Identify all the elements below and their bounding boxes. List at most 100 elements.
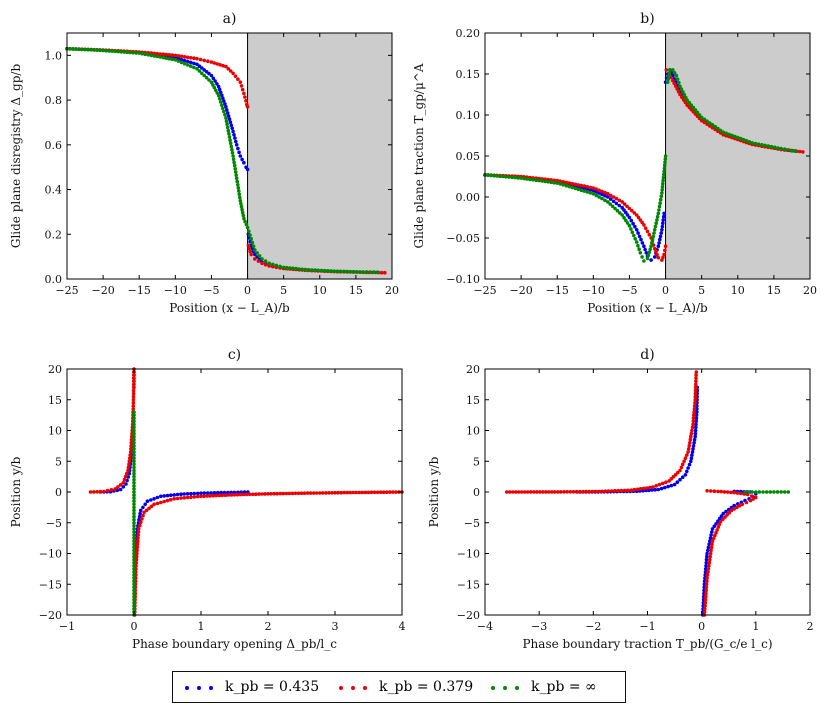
data-point xyxy=(671,68,675,72)
data-point xyxy=(206,59,210,63)
data-point xyxy=(768,490,773,494)
data-point xyxy=(231,129,235,134)
data-point xyxy=(132,428,136,433)
data-point xyxy=(687,444,691,448)
data-point xyxy=(136,530,141,534)
data-point xyxy=(92,48,96,52)
data-point xyxy=(125,50,129,54)
data-point xyxy=(275,491,279,496)
data-point xyxy=(253,257,257,261)
data-point xyxy=(613,489,617,493)
data-point xyxy=(131,404,136,408)
data-point xyxy=(661,255,665,260)
data-point xyxy=(603,193,607,198)
y-tick-label: 0.10 xyxy=(456,109,481,122)
data-point xyxy=(653,488,657,492)
data-point xyxy=(597,188,601,193)
data-point xyxy=(744,500,749,505)
data-point xyxy=(682,92,687,97)
data-point xyxy=(128,450,133,454)
data-point xyxy=(238,492,243,497)
data-point xyxy=(735,505,739,510)
x-tick-label: 3 xyxy=(332,620,339,633)
data-point xyxy=(709,548,713,553)
data-point xyxy=(600,489,604,494)
data-point xyxy=(223,493,228,498)
data-point xyxy=(779,490,783,494)
data-point xyxy=(594,193,598,198)
data-point xyxy=(223,102,227,106)
data-point xyxy=(132,548,136,553)
data-point xyxy=(169,497,173,502)
data-point xyxy=(132,481,136,485)
data-point xyxy=(638,251,643,255)
data-point xyxy=(198,57,203,62)
data-point xyxy=(164,56,169,60)
data-point xyxy=(721,132,726,137)
data-point xyxy=(706,567,711,571)
data-point xyxy=(132,524,136,528)
data-point xyxy=(132,582,136,587)
data-point xyxy=(704,582,709,587)
data-point xyxy=(127,471,132,476)
data-point xyxy=(226,128,231,133)
y-tick-label: 0.15 xyxy=(456,68,481,81)
data-point xyxy=(240,207,244,212)
data-point xyxy=(729,490,733,495)
data-point xyxy=(703,600,708,605)
data-point xyxy=(132,560,136,565)
data-point xyxy=(247,492,252,497)
data-point xyxy=(688,441,692,445)
data-point xyxy=(579,183,584,188)
legend-marker-green xyxy=(515,686,519,690)
data-point xyxy=(663,248,667,253)
data-point xyxy=(132,588,136,593)
data-point xyxy=(238,154,243,158)
data-point xyxy=(241,492,246,497)
data-point xyxy=(267,264,272,268)
data-point xyxy=(141,505,145,510)
data-point xyxy=(113,487,117,491)
data-point xyxy=(764,490,769,494)
x-tick-label: 2 xyxy=(265,620,272,633)
data-point xyxy=(140,517,144,521)
data-point xyxy=(119,50,123,54)
data-point xyxy=(753,141,758,146)
data-point xyxy=(132,413,136,417)
data-point xyxy=(136,536,140,540)
data-point xyxy=(652,228,657,232)
data-point xyxy=(680,95,684,99)
data-point xyxy=(197,69,202,73)
data-point xyxy=(221,63,225,68)
data-point xyxy=(703,597,708,602)
plot-frame xyxy=(66,32,393,280)
data-point xyxy=(687,100,692,105)
data-point xyxy=(383,270,387,275)
data-point xyxy=(230,147,234,152)
data-point xyxy=(225,108,229,112)
data-point xyxy=(132,527,136,531)
data-point xyxy=(357,490,362,495)
data-point xyxy=(689,459,693,464)
data-point xyxy=(202,491,207,495)
data-point xyxy=(673,84,678,88)
y-tick-label: 0.4 xyxy=(45,184,63,197)
data-point xyxy=(134,557,139,562)
data-point xyxy=(287,491,292,496)
data-point xyxy=(313,268,317,272)
data-point xyxy=(738,136,743,141)
data-point xyxy=(685,469,689,474)
data-point xyxy=(661,175,666,180)
data-point xyxy=(594,187,598,191)
data-point xyxy=(185,55,190,60)
data-point xyxy=(240,87,245,92)
data-point xyxy=(138,508,143,513)
data-point xyxy=(141,513,145,518)
data-point xyxy=(132,539,136,543)
data-point xyxy=(215,62,219,66)
data-point xyxy=(658,234,663,239)
data-point xyxy=(132,468,136,473)
data-point xyxy=(611,199,616,204)
data-point xyxy=(132,437,136,442)
data-point xyxy=(710,539,715,543)
